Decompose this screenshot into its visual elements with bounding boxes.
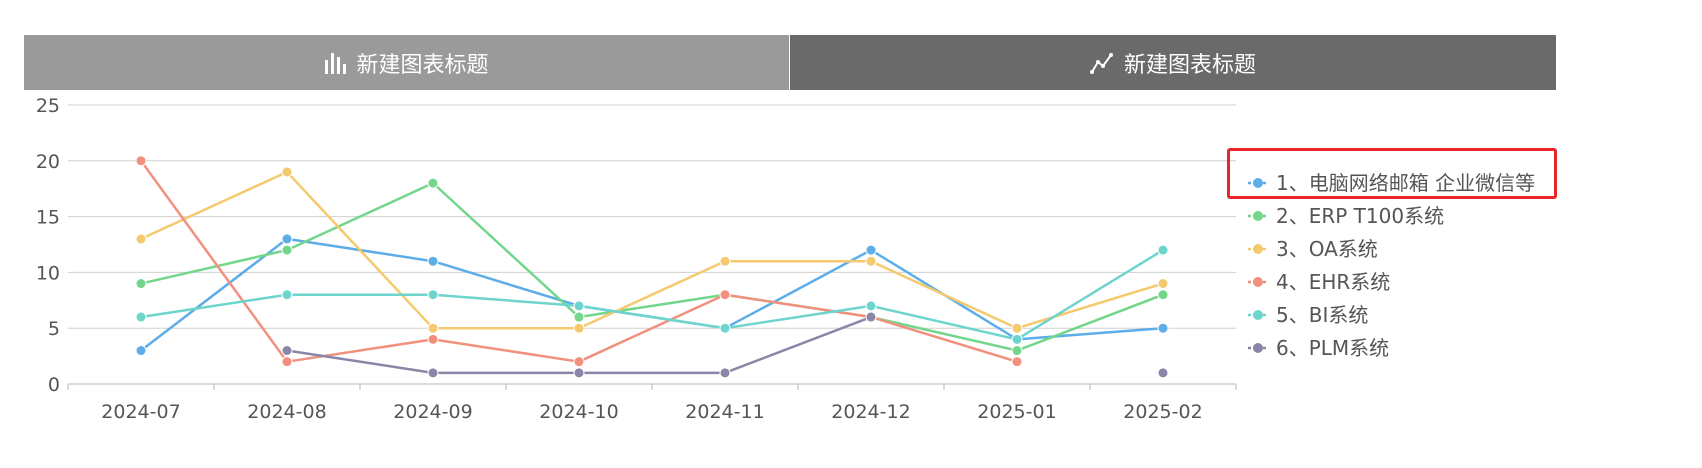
x-tick-label: 2024-11 xyxy=(685,401,764,423)
data-point xyxy=(281,166,293,178)
data-point xyxy=(427,289,439,301)
legend-label: 1、电脑网络邮箱 企业微信等 xyxy=(1276,171,1535,195)
data-point xyxy=(865,255,877,267)
legend-marker xyxy=(1253,244,1263,254)
data-point xyxy=(135,345,147,357)
legend-marker xyxy=(1253,211,1263,221)
data-point xyxy=(719,322,731,334)
data-point xyxy=(427,367,439,379)
data-point xyxy=(573,311,585,323)
x-tick-label: 2024-10 xyxy=(539,401,618,423)
data-point xyxy=(1157,244,1169,256)
data-point xyxy=(135,311,147,323)
x-tick-label: 2024-12 xyxy=(831,401,910,423)
data-point xyxy=(427,255,439,267)
data-point xyxy=(573,322,585,334)
data-point xyxy=(1011,345,1023,357)
legend-label: 4、EHR系统 xyxy=(1276,270,1390,294)
legend-label: 5、BI系统 xyxy=(1276,303,1368,327)
chart-tabs: 新建图表标题 新建图表标题 xyxy=(24,35,1556,90)
line-chart: 0 5 10 15 20 25 2024-07 2024-08 2024-09 2024-10 20… xyxy=(36,95,1535,423)
data-point xyxy=(427,177,439,189)
x-tick-label: 2025-01 xyxy=(977,401,1056,423)
x-tick-label: 2025-02 xyxy=(1123,401,1202,423)
data-point xyxy=(865,244,877,256)
data-point xyxy=(865,311,877,323)
data-point xyxy=(135,278,147,290)
y-tick-label: 0 xyxy=(48,374,60,396)
data-point xyxy=(427,333,439,345)
bar-chart-icon xyxy=(324,52,347,74)
data-point xyxy=(135,155,147,167)
y-tick-label: 20 xyxy=(36,151,60,173)
data-point xyxy=(281,289,293,301)
data-point xyxy=(719,367,731,379)
legend-label: 3、OA系统 xyxy=(1276,237,1378,261)
data-point xyxy=(573,356,585,368)
legend-marker xyxy=(1253,343,1263,353)
data-point xyxy=(1011,356,1023,368)
data-point xyxy=(1157,322,1169,334)
y-tick-label: 15 xyxy=(36,207,60,229)
series-line xyxy=(140,170,1164,330)
data-point xyxy=(281,356,293,368)
data-point xyxy=(281,345,293,357)
tab-bar-chart[interactable]: 新建图表标题 xyxy=(24,35,790,90)
x-tick-label: 2024-07 xyxy=(101,401,180,423)
data-point xyxy=(1011,322,1023,334)
tab-line-chart[interactable]: 新建图表标题 xyxy=(790,35,1556,90)
data-point xyxy=(1011,333,1023,345)
legend-highlight-box xyxy=(1227,148,1557,199)
y-tick-label: 25 xyxy=(36,95,60,117)
tab-label: 新建图表标题 xyxy=(1123,52,1256,78)
data-point xyxy=(427,322,439,334)
data-point xyxy=(1157,289,1169,301)
data-point xyxy=(719,289,731,301)
legend-label: 6、PLM系统 xyxy=(1276,336,1389,360)
legend-marker xyxy=(1253,178,1263,188)
legend-label: 2、ERP T100系统 xyxy=(1276,204,1444,228)
x-tick-label: 2024-08 xyxy=(247,401,326,423)
data-point xyxy=(865,300,877,312)
data-point xyxy=(573,367,585,379)
line-chart-icon xyxy=(1089,52,1114,74)
series-line xyxy=(140,249,1164,341)
tab-label: 新建图表标题 xyxy=(356,52,489,78)
data-point xyxy=(1157,367,1169,379)
legend-marker xyxy=(1253,277,1263,287)
series-line xyxy=(140,181,1164,352)
data-point xyxy=(281,244,293,256)
data-point xyxy=(135,233,147,245)
x-tick-label: 2024-09 xyxy=(393,401,472,423)
y-tick-label: 5 xyxy=(48,318,60,340)
data-point xyxy=(719,255,731,267)
data-point xyxy=(573,300,585,312)
legend-marker xyxy=(1253,310,1263,320)
data-point xyxy=(1157,278,1169,290)
data-point xyxy=(281,233,293,245)
y-tick-label: 10 xyxy=(36,262,60,284)
